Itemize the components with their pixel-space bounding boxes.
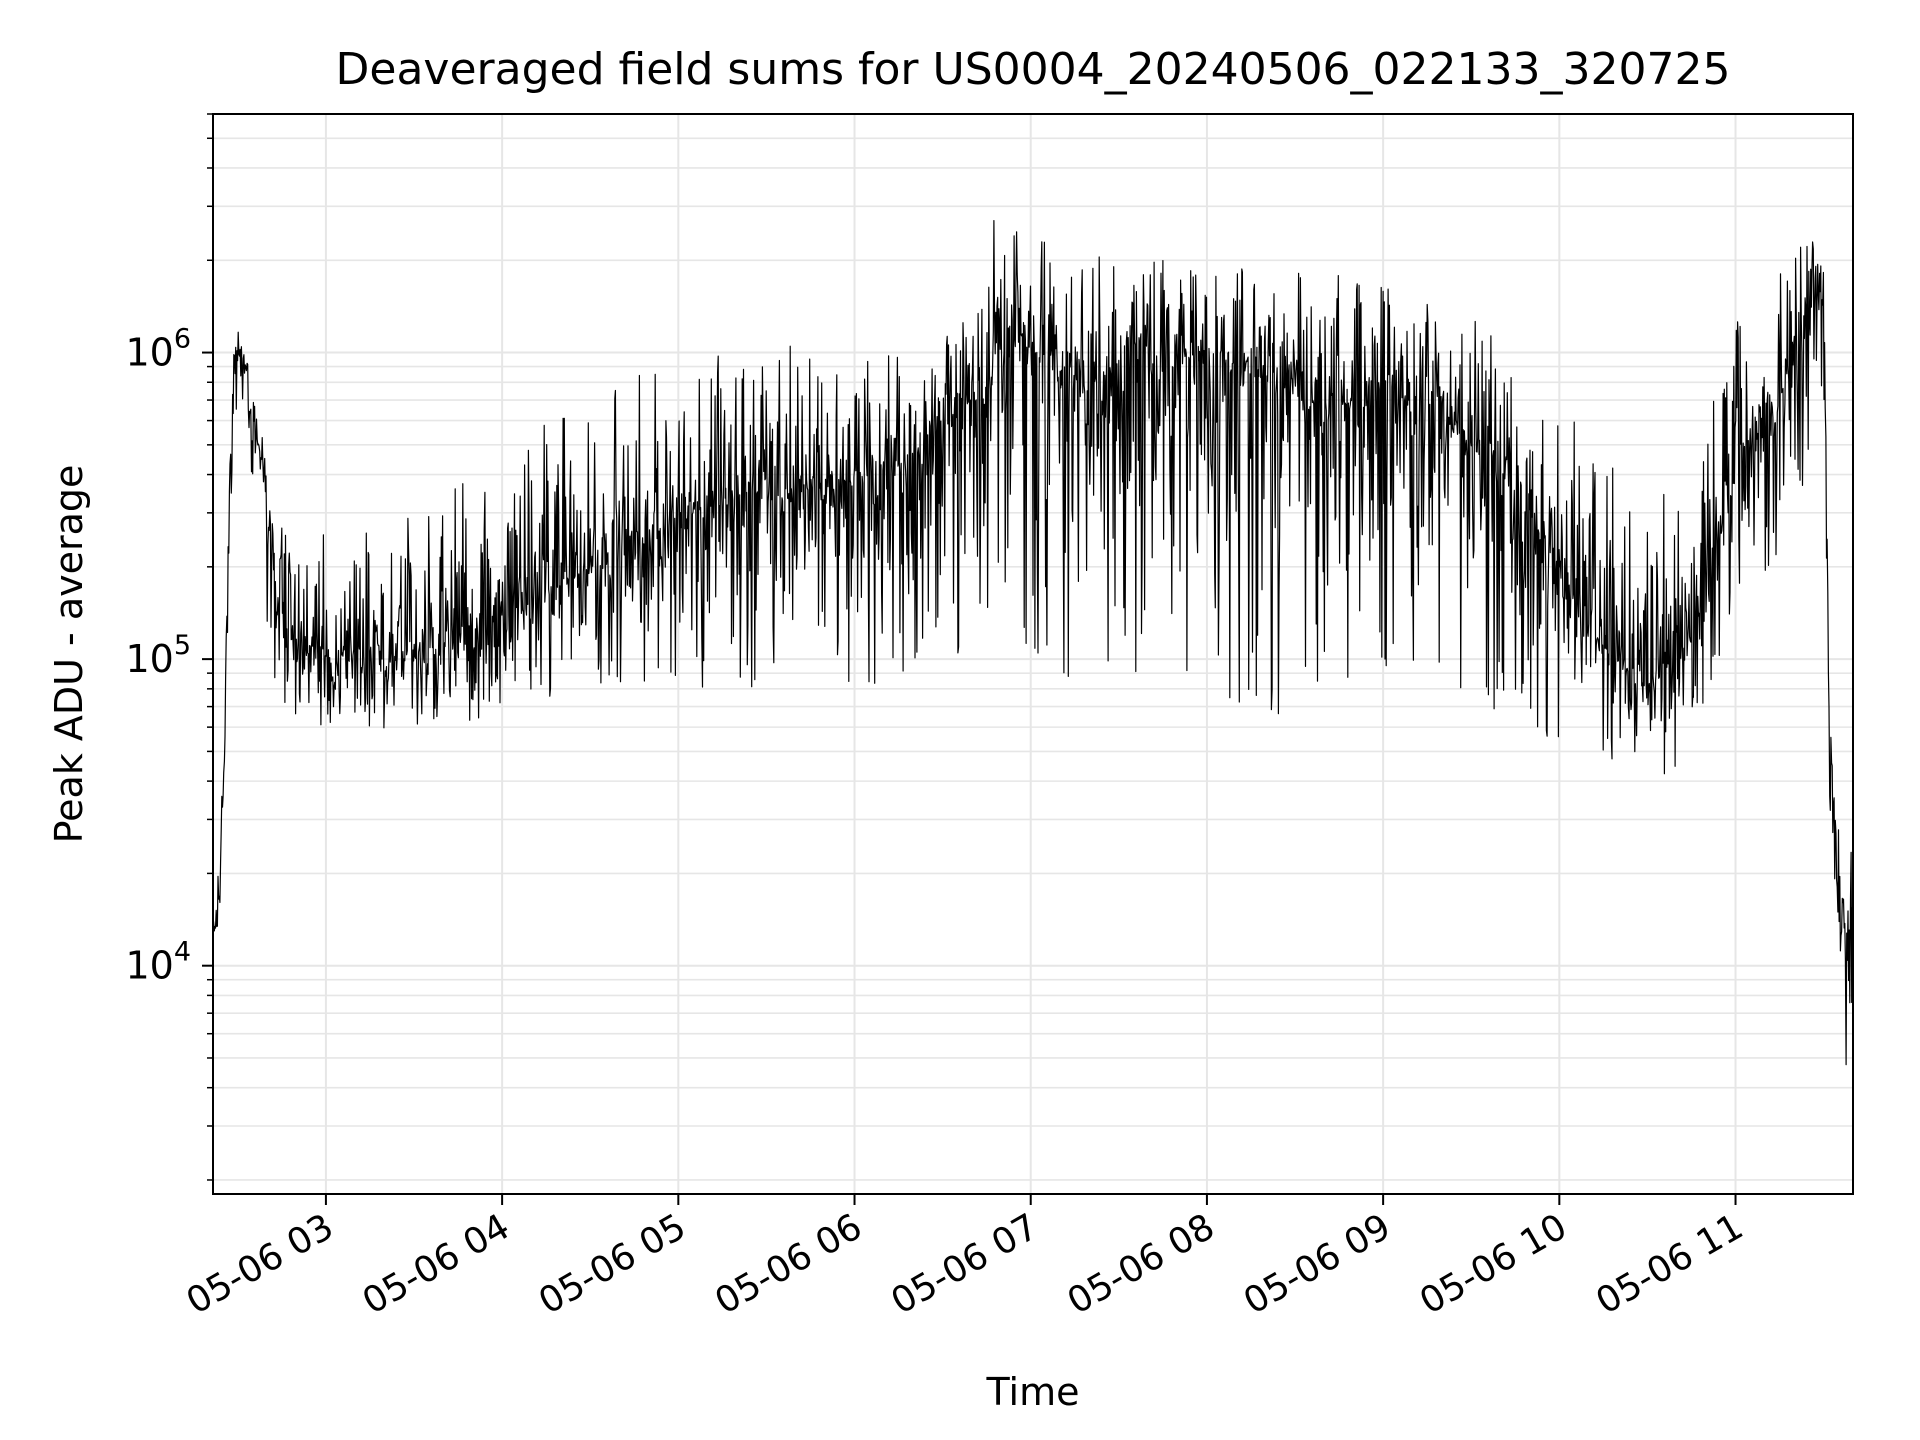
x-tick-layer: 05-06 03 05-06 04 05-06 05 05-06 06 05-06 07… [180, 1194, 1750, 1323]
x-tick-label: 05-06 05 [532, 1206, 693, 1322]
x-tick-label: 05-06 11 [1589, 1206, 1750, 1322]
series-line [213, 220, 1853, 1066]
y-tick-label: 106 [125, 324, 191, 375]
y-tick-label: 105 [125, 630, 191, 681]
plot-frame [212, 113, 1854, 1195]
x-tick-label: 05-06 09 [1237, 1206, 1398, 1322]
x-tick-label: 05-06 06 [708, 1206, 869, 1322]
x-axis-label: Time [986, 1370, 1080, 1414]
x-tick-label: 05-06 10 [1413, 1206, 1574, 1322]
x-tick-label: 05-06 03 [180, 1206, 341, 1322]
y-tick-label: 104 [125, 937, 191, 988]
x-tick-label: 05-06 07 [885, 1206, 1046, 1322]
x-tick-label: 05-06 08 [1061, 1206, 1222, 1322]
y-axis-label: Peak ADU - average [47, 465, 91, 844]
chart-title: Deaveraged field sums for US0004_2024050… [336, 44, 1731, 95]
y-tick-layer: 104 105 106 [125, 113, 213, 1181]
x-tick-label: 05-06 04 [356, 1206, 517, 1322]
data-layer [213, 220, 1853, 1066]
